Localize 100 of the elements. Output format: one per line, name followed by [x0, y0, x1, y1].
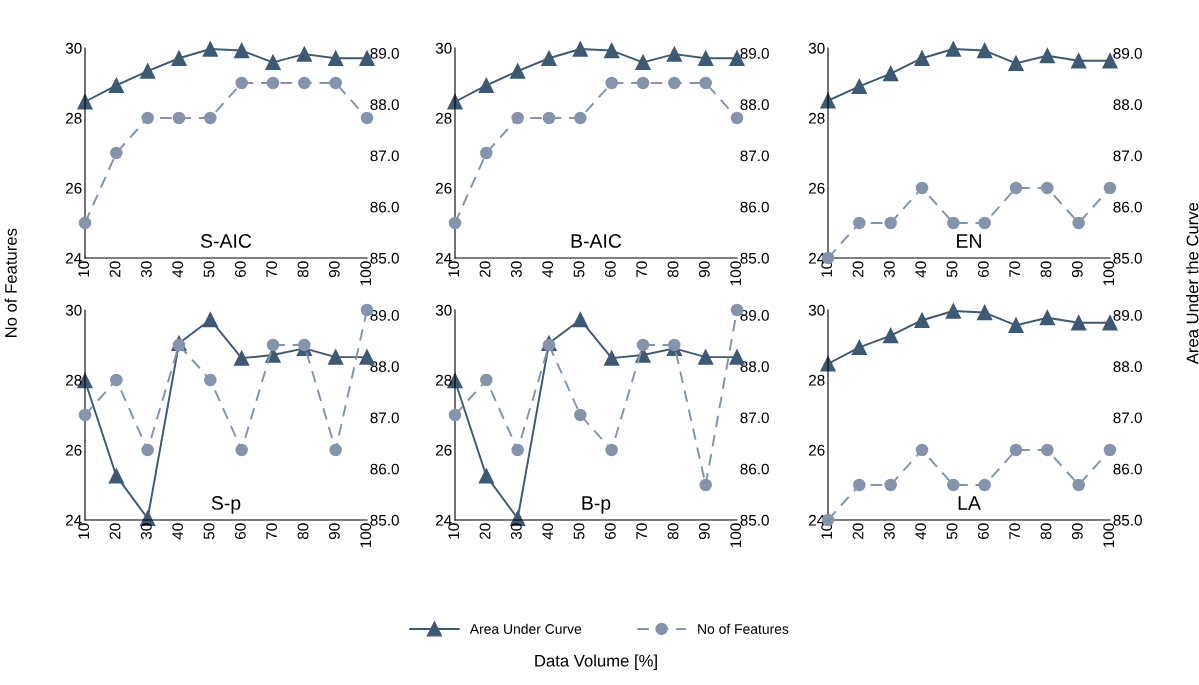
x-tick-label: 70 [636, 523, 648, 539]
y-tick-label: 28 [436, 112, 452, 124]
y-tick-label: 30 [435, 42, 452, 54]
y2-tick-label: 88.0 [370, 99, 399, 111]
x-tick-label: 70 [1009, 523, 1021, 539]
x-tick-label: 80 [297, 523, 309, 540]
x-tick-label: 30 [883, 523, 895, 540]
x-axis-title: Data Volume [%] [535, 654, 657, 670]
y2-tick-label: 85.0 [740, 514, 769, 526]
y2-tick-label: 89.0 [370, 309, 399, 321]
x-tick-label: 90 [698, 261, 710, 278]
y2-tick-label: 88.0 [740, 361, 769, 373]
y2-tick-label: 85.0 [1113, 252, 1142, 264]
y-tick-label: 30 [808, 304, 825, 316]
x-tick-label: 70 [266, 523, 278, 539]
y2-tick-label: 87.0 [370, 412, 399, 424]
annotation: EN [957, 234, 981, 248]
x-tick-label: 90 [328, 523, 340, 540]
x-tick-label: 60 [977, 261, 989, 277]
legend-label: Area Under Curve [469, 623, 582, 634]
y-tick-label: 28 [436, 374, 452, 386]
y2-tick-label: 87.0 [740, 150, 769, 162]
annotation: S-p [211, 496, 241, 514]
x-tick-label: 60 [604, 261, 616, 277]
x-tick-label: 100 [360, 261, 372, 286]
x-tick-label: 90 [1071, 261, 1083, 278]
y-tick-label: 30 [808, 42, 825, 54]
y2-tick-label: 88.0 [1113, 99, 1142, 111]
y2-tick-label: 89.0 [1113, 47, 1142, 59]
x-tick-label: 70 [636, 261, 648, 277]
x-tick-label: 50 [573, 261, 585, 278]
y-tick-label: 26 [809, 182, 825, 194]
y-tick-label: 28 [66, 374, 82, 386]
y2-axis-title: Area Under the Curve [1186, 202, 1199, 365]
y2-tick-label: 86.0 [1113, 201, 1142, 213]
y2-tick-label: 85.0 [1113, 514, 1142, 526]
annotation: B-p [582, 496, 611, 514]
x-tick-label: 40 [542, 523, 554, 540]
y-tick-label: 30 [65, 42, 82, 54]
y2-tick-label: 89.0 [370, 47, 399, 59]
x-tick-label: 60 [604, 523, 616, 539]
y2-tick-label: 88.0 [740, 99, 769, 111]
x-tick-label: 80 [297, 261, 309, 278]
x-tick-label: 80 [667, 261, 679, 278]
x-tick-label: 30 [883, 261, 895, 278]
y-axis-title: No of Features [4, 228, 17, 337]
x-tick-label: 20 [479, 523, 491, 539]
x-tick-label: 30 [510, 261, 522, 278]
x-tick-label: 60 [234, 261, 246, 277]
y2-tick-label: 89.0 [740, 309, 769, 321]
x-tick-label: 50 [946, 261, 958, 278]
y2-tick-label: 88.0 [370, 361, 399, 373]
annotation: S-AIC [200, 234, 252, 248]
x-tick-label: 40 [172, 523, 184, 540]
x-tick-label: 90 [698, 523, 710, 540]
y-tick-label: 26 [809, 444, 825, 456]
x-tick-label: 100 [730, 523, 742, 548]
y2-tick-label: 87.0 [370, 150, 399, 162]
x-tick-label: 100 [360, 523, 372, 548]
x-tick-label: 50 [573, 523, 585, 540]
x-tick-label: 80 [667, 523, 679, 540]
x-tick-label: 50 [203, 523, 215, 540]
y-tick-label: 26 [436, 182, 452, 194]
x-tick-label: 50 [203, 261, 215, 278]
x-tick-label: 30 [510, 523, 522, 540]
x-tick-label: 90 [1071, 523, 1083, 540]
y2-tick-label: 85.0 [740, 252, 769, 264]
x-tick-label: 20 [852, 261, 864, 277]
y-tick-label: 26 [66, 444, 82, 456]
x-tick-label: 40 [915, 523, 927, 540]
y-tick-label: 26 [436, 444, 452, 456]
annotation: B-AIC [571, 234, 622, 248]
x-tick-label: 100 [730, 261, 742, 286]
y2-tick-label: 86.0 [740, 463, 769, 475]
x-tick-label: 100 [1103, 261, 1115, 286]
x-tick-label: 30 [140, 261, 152, 278]
y2-tick-label: 89.0 [1113, 309, 1142, 321]
x-tick-label: 80 [1040, 523, 1052, 540]
annotation: LA [958, 496, 981, 510]
x-tick-label: 20 [852, 523, 864, 539]
x-tick-label: 40 [915, 261, 927, 278]
y2-tick-label: 89.0 [740, 47, 769, 59]
x-tick-label: 100 [1103, 523, 1115, 548]
y2-tick-label: 85.0 [370, 514, 399, 526]
y2-tick-label: 87.0 [740, 412, 769, 424]
x-tick-label: 70 [266, 261, 278, 277]
legend-label: No of Features [698, 623, 789, 634]
y-tick-label: 28 [66, 112, 82, 124]
x-tick-label: 30 [140, 523, 152, 540]
y-tick-label: 30 [65, 304, 82, 316]
x-tick-label: 40 [542, 261, 554, 278]
x-tick-label: 20 [109, 523, 121, 539]
y2-tick-label: 86.0 [370, 463, 399, 475]
x-tick-label: 20 [109, 261, 121, 277]
y-tick-label: 28 [809, 374, 825, 386]
y-tick-label: 30 [435, 304, 452, 316]
x-tick-label: 70 [1009, 261, 1021, 277]
x-tick-label: 50 [946, 523, 958, 540]
y2-tick-label: 86.0 [370, 201, 399, 213]
y-tick-label: 26 [66, 182, 82, 194]
